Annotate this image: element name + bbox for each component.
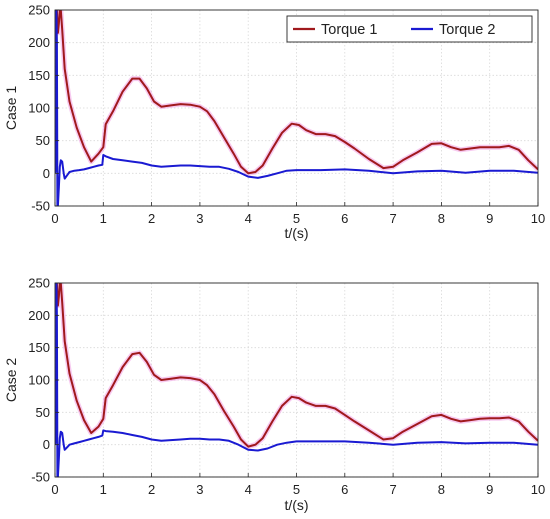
series-line-torque-1 (55, 10, 538, 175)
series-line-torque-1 (55, 283, 538, 448)
x-tick-label: 4 (245, 211, 252, 226)
legend-box (286, 15, 533, 43)
x-tick-label: 6 (341, 482, 348, 497)
x-axis-label: t/(s) (284, 497, 308, 513)
series-line-torque-2 (55, 10, 538, 206)
x-tick-label: 2 (148, 482, 155, 497)
y-tick-label: -50 (31, 470, 50, 485)
x-tick-label: 1 (100, 482, 107, 497)
legend-label: Torque 1 (321, 22, 377, 38)
x-tick-label: 7 (389, 482, 396, 497)
y-tick-label: 150 (28, 68, 50, 83)
y-tick-label: 50 (36, 405, 50, 420)
legend: Torque 1 Torque 2 (286, 15, 533, 43)
y-tick-label: 150 (28, 340, 50, 355)
x-tick-label: 9 (486, 482, 493, 497)
y-axis-label: Case 2 (3, 358, 19, 403)
x-tick-label: 7 (389, 211, 396, 226)
y-tick-label: 250 (28, 276, 50, 291)
x-tick-label: 5 (293, 211, 300, 226)
x-tick-label: 1 (100, 211, 107, 226)
y-tick-label: 200 (28, 35, 50, 50)
y-tick-label: 0 (43, 166, 50, 181)
y-axis-label: Case 1 (3, 86, 19, 131)
x-tick-label: 4 (245, 482, 252, 497)
y-tick-label: 250 (28, 3, 50, 18)
x-tick-label: 5 (293, 482, 300, 497)
series-line-torque-2 (55, 283, 538, 477)
y-tick-label: 100 (28, 101, 50, 116)
x-tick-label: 6 (341, 211, 348, 226)
y-tick-label: -50 (31, 199, 50, 214)
x-tick-label: 10 (531, 482, 545, 497)
x-tick-label: 0 (51, 211, 58, 226)
x-tick-label: 2 (148, 211, 155, 226)
x-axis-label: t/(s) (284, 225, 308, 241)
y-tick-label: 50 (36, 133, 50, 148)
x-tick-label: 8 (438, 482, 445, 497)
x-tick-label: 10 (531, 211, 545, 226)
y-tick-label: 200 (28, 308, 50, 323)
chart-panel-1: 0 1 2 3 4 5 6 7 8 9 10-50050100150200250t/(s)Case … (3, 3, 545, 242)
x-tick-label: 3 (196, 211, 203, 226)
y-tick-label: 100 (28, 373, 50, 388)
y-tick-label: 0 (43, 437, 50, 452)
x-tick-label: 8 (438, 211, 445, 226)
legend-label: Torque 2 (439, 22, 495, 38)
x-tick-label: 3 (196, 482, 203, 497)
x-tick-label: 0 (51, 482, 58, 497)
chart-panel-2: 0 1 2 3 4 5 6 7 8 9 10-50050100150200250t/(s)Case … (3, 276, 545, 514)
x-tick-label: 9 (486, 211, 493, 226)
